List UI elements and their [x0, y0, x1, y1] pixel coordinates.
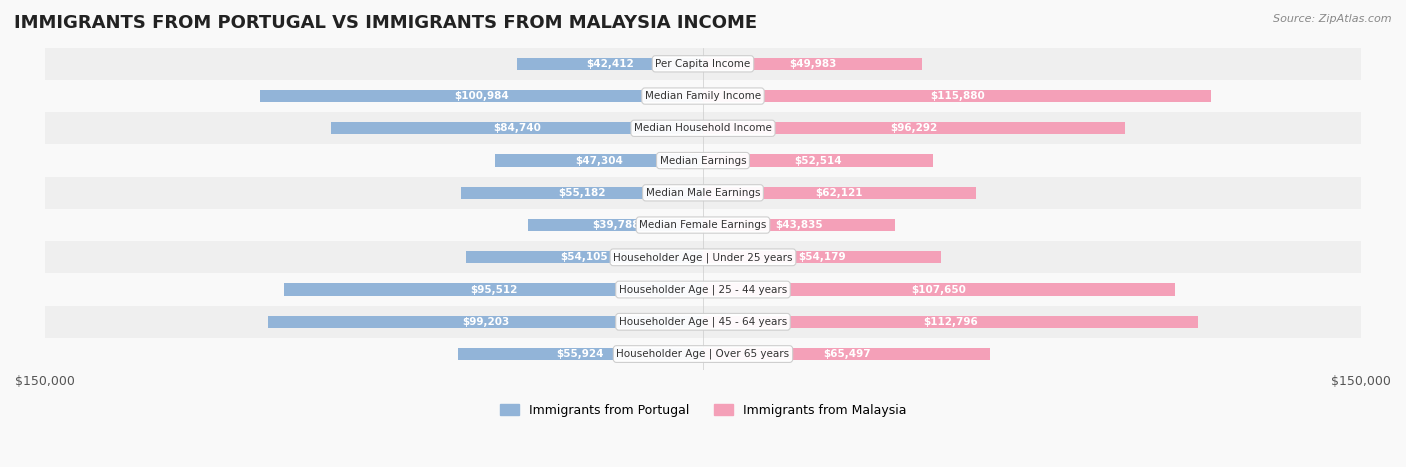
Bar	[703, 155, 934, 167]
Bar	[45, 306, 1361, 338]
Text: $99,203: $99,203	[461, 317, 509, 327]
Text: $42,412: $42,412	[586, 59, 634, 69]
Text: Householder Age | 45 - 64 years: Householder Age | 45 - 64 years	[619, 317, 787, 327]
Text: IMMIGRANTS FROM PORTUGAL VS IMMIGRANTS FROM MALAYSIA INCOME: IMMIGRANTS FROM PORTUGAL VS IMMIGRANTS F…	[14, 14, 758, 32]
Bar	[332, 122, 703, 134]
Bar	[461, 187, 703, 199]
Bar	[703, 316, 1198, 328]
Bar	[703, 251, 941, 263]
Text: $49,983: $49,983	[789, 59, 837, 69]
Text: $96,292: $96,292	[890, 123, 938, 133]
Text: Median Household Income: Median Household Income	[634, 123, 772, 133]
Text: Householder Age | Over 65 years: Householder Age | Over 65 years	[616, 349, 790, 359]
Bar	[45, 80, 1361, 112]
Bar	[703, 283, 1175, 296]
Bar	[45, 177, 1361, 209]
Legend: Immigrants from Portugal, Immigrants from Malaysia: Immigrants from Portugal, Immigrants fro…	[495, 399, 911, 422]
Bar	[45, 209, 1361, 241]
Text: $95,512: $95,512	[470, 284, 517, 295]
Bar	[517, 58, 703, 70]
Bar	[45, 48, 1361, 80]
Bar	[465, 251, 703, 263]
Text: $43,835: $43,835	[775, 220, 823, 230]
Text: Median Male Earnings: Median Male Earnings	[645, 188, 761, 198]
Bar	[703, 90, 1212, 102]
Text: $52,514: $52,514	[794, 156, 842, 166]
Text: $100,984: $100,984	[454, 91, 509, 101]
Text: $54,105: $54,105	[561, 252, 609, 262]
Bar	[267, 316, 703, 328]
Text: $47,304: $47,304	[575, 156, 623, 166]
Bar	[284, 283, 703, 296]
Text: $62,121: $62,121	[815, 188, 863, 198]
Bar	[703, 348, 990, 360]
Text: Median Earnings: Median Earnings	[659, 156, 747, 166]
Text: Per Capita Income: Per Capita Income	[655, 59, 751, 69]
Text: $55,924: $55,924	[557, 349, 605, 359]
Text: $112,796: $112,796	[924, 317, 977, 327]
Bar	[45, 338, 1361, 370]
Text: $55,182: $55,182	[558, 188, 606, 198]
Text: $54,179: $54,179	[799, 252, 845, 262]
Text: Householder Age | 25 - 44 years: Householder Age | 25 - 44 years	[619, 284, 787, 295]
Text: Median Female Earnings: Median Female Earnings	[640, 220, 766, 230]
Text: $65,497: $65,497	[823, 349, 870, 359]
Bar	[703, 58, 922, 70]
Bar	[45, 144, 1361, 177]
Text: $115,880: $115,880	[929, 91, 984, 101]
Bar	[45, 112, 1361, 144]
Bar	[45, 241, 1361, 274]
Bar	[703, 187, 976, 199]
Text: $107,650: $107,650	[911, 284, 966, 295]
Bar	[529, 219, 703, 231]
Bar	[703, 219, 896, 231]
Bar	[703, 122, 1125, 134]
Bar	[458, 348, 703, 360]
Bar	[260, 90, 703, 102]
Text: Median Family Income: Median Family Income	[645, 91, 761, 101]
Text: Source: ZipAtlas.com: Source: ZipAtlas.com	[1274, 14, 1392, 24]
Bar	[45, 274, 1361, 306]
Text: $39,788: $39,788	[592, 220, 640, 230]
Text: $84,740: $84,740	[494, 123, 541, 133]
Bar	[495, 155, 703, 167]
Text: Householder Age | Under 25 years: Householder Age | Under 25 years	[613, 252, 793, 262]
